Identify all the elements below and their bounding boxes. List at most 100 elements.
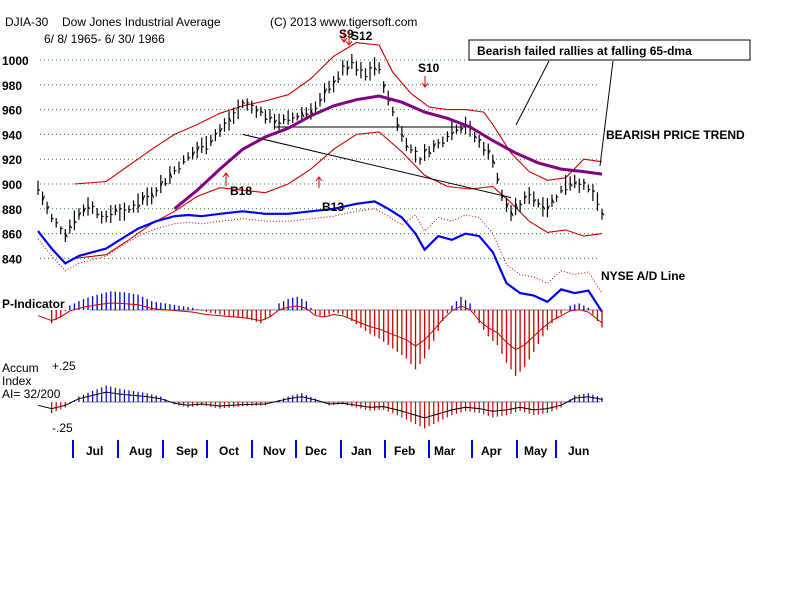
price-bar (55, 218, 59, 228)
price-bar-close (333, 80, 337, 84)
price-bar (196, 141, 200, 159)
price-bar (583, 178, 587, 190)
header-date-range: 6/ 8/ 1965- 6/ 30/ 1966 (44, 32, 165, 46)
s12-arrow (345, 30, 353, 46)
p-indicator-ma (37, 302, 603, 351)
month-label-jul: Jul (86, 444, 103, 458)
price-bar-close (296, 115, 300, 119)
price-bar-close (401, 133, 405, 138)
price-bar-close (288, 119, 291, 122)
price-bar-close (74, 220, 77, 224)
price-bar (501, 189, 505, 201)
price-bar (246, 98, 250, 111)
ad-line-ma (37, 208, 603, 294)
price-bar (337, 71, 341, 84)
price-bar (283, 114, 286, 124)
price-bar (360, 61, 363, 79)
price-bar-close (201, 145, 204, 148)
month-label-jan: Jan (351, 444, 372, 458)
price-bar (37, 180, 41, 195)
price-bar (255, 105, 259, 118)
signal-b13: B13 (322, 200, 344, 214)
price-bar (537, 198, 541, 208)
annotation-bearish-trend: BEARISH PRICE TREND (606, 128, 745, 142)
price-bar (533, 191, 537, 207)
price-bar (578, 178, 582, 193)
price-bar-close (328, 88, 332, 91)
month-label-mar: Mar (434, 444, 456, 458)
price-bar (542, 197, 546, 217)
price-bar-close (546, 205, 550, 211)
price-bar (155, 187, 159, 197)
price-bar (528, 186, 532, 205)
price-bar (455, 124, 459, 134)
price-gridlines (40, 59, 600, 259)
month-label-dec: Dec (305, 444, 327, 458)
y-tick-960: 960 (2, 104, 22, 118)
price-bar (383, 81, 387, 93)
price-bar (451, 120, 455, 141)
price-bar-close (406, 144, 409, 148)
signal-b18: B18 (230, 184, 252, 198)
price-bar-close (119, 207, 123, 210)
price-bar (242, 99, 246, 108)
price-bar (169, 166, 173, 185)
y-tick-860: 860 (2, 228, 22, 242)
month-label-feb: Feb (394, 444, 415, 458)
price-bar-close (174, 169, 177, 172)
p-indicator-label: P-Indicator (2, 297, 65, 311)
price-bar (569, 176, 573, 191)
price-bar (151, 187, 155, 205)
price-bar (301, 107, 305, 122)
price-bar (596, 192, 600, 211)
ma65-line (173, 94, 603, 210)
price-bar (474, 131, 478, 143)
price-bar (110, 205, 113, 223)
price-bar (346, 60, 350, 76)
price-bar (119, 203, 123, 221)
price-bar (160, 174, 164, 194)
price-bar (219, 124, 223, 137)
price-bar (41, 191, 46, 206)
price-bar-close (460, 127, 464, 131)
trendlines (242, 126, 512, 199)
annotation-ad-line: NYSE A/D Line (601, 269, 686, 283)
price-bar (496, 172, 500, 184)
price-bar-close (424, 148, 428, 153)
price-bar (428, 146, 432, 158)
price-bar (401, 126, 405, 142)
price-bar (424, 144, 428, 161)
price-bar (505, 197, 509, 212)
price-bar (91, 201, 95, 214)
price-bar (514, 197, 519, 216)
price-bar-close (169, 171, 173, 179)
price-bar (492, 154, 496, 168)
s9-arrow (340, 30, 348, 43)
price-bar-close (255, 108, 259, 113)
price-bar (264, 109, 268, 124)
price-bar-close (92, 205, 95, 208)
price-bar-close (278, 121, 282, 125)
price-bar (592, 184, 596, 202)
price-bar-close (315, 107, 318, 109)
price-bar-close (269, 116, 273, 120)
y-tick-880: 880 (2, 203, 22, 217)
price-bar-close (492, 159, 496, 165)
price-bar (142, 191, 146, 205)
price-bar-close (433, 143, 437, 148)
price-bar (587, 184, 591, 193)
price-bar-close (274, 119, 277, 125)
price-bar (319, 92, 323, 107)
price-bar (178, 161, 182, 174)
price-bar (287, 110, 291, 125)
price-bar (82, 204, 86, 217)
header-copyright: (C) 2013 www.tigersoft.com (270, 15, 417, 29)
price-bar-close (142, 195, 146, 202)
price-bar-close (228, 117, 232, 122)
month-axis: Jul Aug Sep Oct Nov Dec Jan Feb Mar Apr May Jun (72, 440, 589, 458)
price-bar (410, 144, 414, 154)
price-bar (96, 207, 100, 219)
price-bar (442, 136, 446, 148)
price-bar (260, 106, 264, 116)
price-bar-close (428, 150, 432, 155)
